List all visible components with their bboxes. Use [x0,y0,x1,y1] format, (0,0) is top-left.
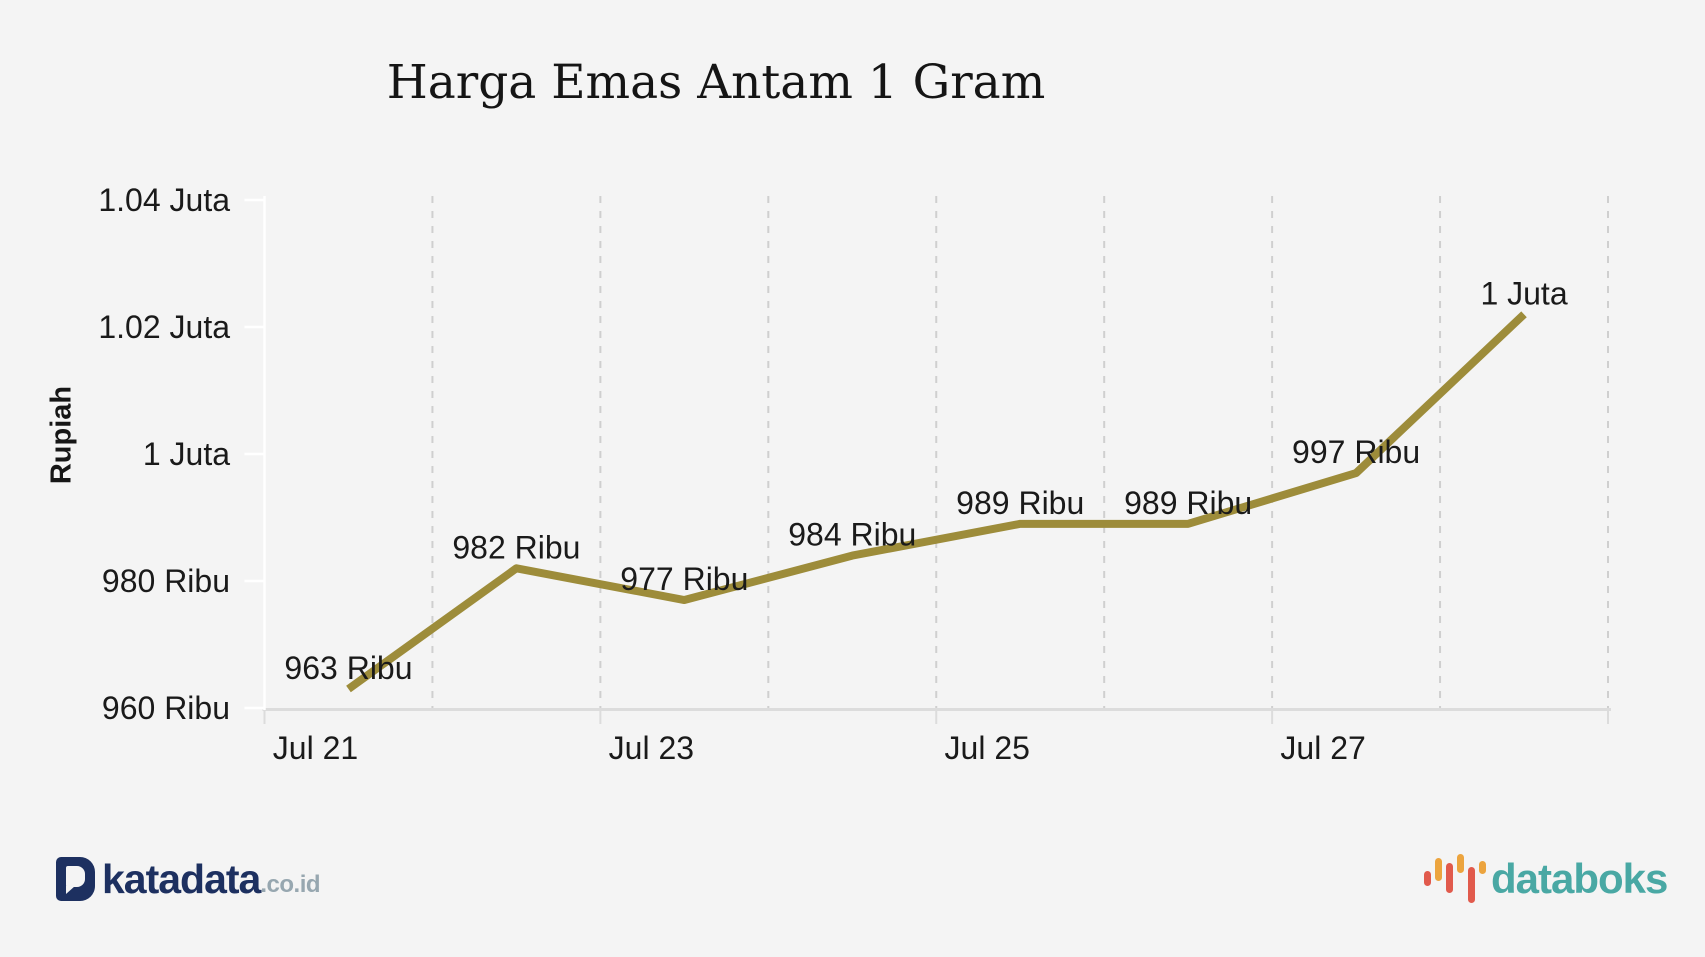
d-speech-bubble-icon [56,857,95,901]
data-label: 963 Ribu [284,650,412,686]
data-label: 982 Ribu [452,529,580,565]
y-tick-label: 1.04 Juta [98,182,230,218]
katadata-domain-suffix: .co.id [260,871,321,898]
data-label: 989 Ribu [956,485,1084,521]
y-tick-label: 1.02 Juta [98,309,230,345]
x-tick-label: Jul 21 [273,730,358,766]
data-label: 1 Juta [1480,275,1567,311]
data-label: 984 Ribu [788,517,916,553]
chart-title: Harga Emas Antam 1 Gram [386,55,1046,110]
data-label: 997 Ribu [1292,434,1420,470]
databoks-logo[interactable]: databoks [1424,852,1668,906]
databoks-wordmark: databoks [1491,855,1668,902]
y-tick-label: 1 Juta [143,436,230,472]
katadata-logo[interactable]: katadata .co.id [56,854,321,904]
data-label: 989 Ribu [1124,485,1252,521]
series-line[interactable] [346,311,1527,693]
x-tick-label: Jul 23 [609,730,694,766]
x-tick-label: Jul 25 [945,730,1030,766]
data-label: 977 Ribu [620,561,748,597]
x-tick-label: Jul 27 [1280,730,1365,766]
bar-chart-bars-icon [1424,854,1486,903]
katadata-wordmark: katadata [102,855,261,902]
y-tick-label: 960 Ribu [102,690,230,726]
y-tick-label: 980 Ribu [102,563,230,599]
